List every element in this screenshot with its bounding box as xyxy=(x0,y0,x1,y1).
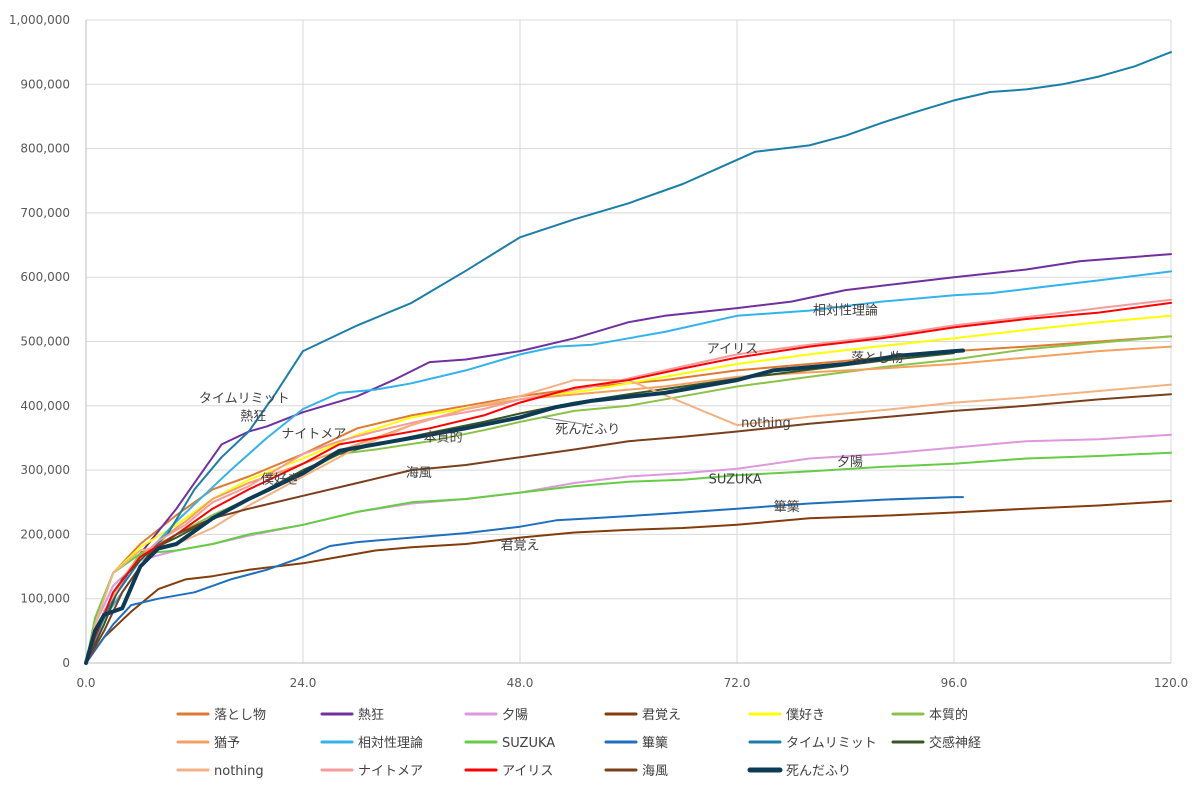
y-tick-label: 600,000 xyxy=(20,270,70,284)
gridlines xyxy=(86,19,1172,664)
legend-label: タイムリミット xyxy=(786,736,877,751)
legend-label: 海風 xyxy=(642,764,668,779)
legend-label: 熱狂 xyxy=(358,708,384,723)
series-line xyxy=(85,496,964,664)
series-lines xyxy=(84,51,1172,665)
series-annotation: ナイトメア xyxy=(281,427,346,442)
y-tick-label: 0 xyxy=(62,656,70,670)
series-line xyxy=(85,270,1172,664)
legend-label: 死んだふり xyxy=(786,764,851,779)
series-line xyxy=(84,348,965,665)
legend-label: アイリス xyxy=(502,764,553,779)
y-tick-label: 1,000,000 xyxy=(9,13,70,27)
y-tick-label: 800,000 xyxy=(20,142,70,156)
series-annotation: 死んだふり xyxy=(555,422,620,437)
series-annotation: 落とし物 xyxy=(851,351,903,366)
x-tick-label: 96.0 xyxy=(941,676,968,690)
series-annotation: タイムリミット xyxy=(199,391,290,406)
series-line xyxy=(85,393,1172,664)
y-tick-label: 200,000 xyxy=(20,527,70,541)
annotation-leader-line xyxy=(542,416,584,425)
series-annotation: アイリス xyxy=(707,342,758,357)
legend-label: 落とし物 xyxy=(214,708,266,723)
x-tick-label: 24.0 xyxy=(290,676,317,690)
y-tick-label: 400,000 xyxy=(20,399,70,413)
series-line xyxy=(85,51,1172,664)
legend-label: 篳篥 xyxy=(642,735,668,751)
y-tick-label: 100,000 xyxy=(20,592,70,606)
legend-label: 夕陽 xyxy=(502,708,528,723)
series-line xyxy=(85,451,1172,664)
legend-label: ナイトメア xyxy=(358,764,423,779)
series-annotation: 海風 xyxy=(406,466,432,481)
series-line xyxy=(85,298,1172,664)
x-tick-label: 120.0 xyxy=(1154,676,1188,690)
legend-label: nothing xyxy=(214,764,264,779)
series-annotation: 相対性理論 xyxy=(813,302,878,318)
series-annotation: 篳篥 xyxy=(774,499,800,515)
series-line xyxy=(85,253,1172,664)
legend-label: 相対性理論 xyxy=(358,735,423,751)
series-annotation: nothing xyxy=(741,416,791,431)
y-tick-label: 900,000 xyxy=(20,77,70,91)
series-annotation: 本質的 xyxy=(424,430,463,446)
legend-label: 交感神経 xyxy=(929,735,981,751)
y-tick-label: 500,000 xyxy=(20,335,70,349)
series-annotation: SUZUKA xyxy=(709,472,762,487)
series-annotation: 熱狂 xyxy=(240,409,266,424)
axes: 0 100,000 200,000 300,000 400,000 500,000 600,… xyxy=(9,13,1188,690)
y-tick-label: 700,000 xyxy=(20,206,70,220)
x-tick-label: 48.0 xyxy=(507,676,534,690)
x-tick-label: 72.0 xyxy=(724,676,751,690)
series-annotation: 夕陽 xyxy=(837,455,863,470)
legend-label: 猶予 xyxy=(214,736,240,751)
legend-label: 僕好き xyxy=(786,708,825,723)
legend-label: 君覚え xyxy=(642,708,681,723)
series-annotation: 僕好き xyxy=(261,472,300,487)
y-tick-label: 300,000 xyxy=(20,463,70,477)
x-tick-label: 0.0 xyxy=(76,676,95,690)
series-annotation: 君覚え xyxy=(500,539,539,554)
series-line xyxy=(85,500,1172,664)
legend-label: SUZUKA xyxy=(502,736,555,751)
legend-label: 本質的 xyxy=(929,707,968,723)
